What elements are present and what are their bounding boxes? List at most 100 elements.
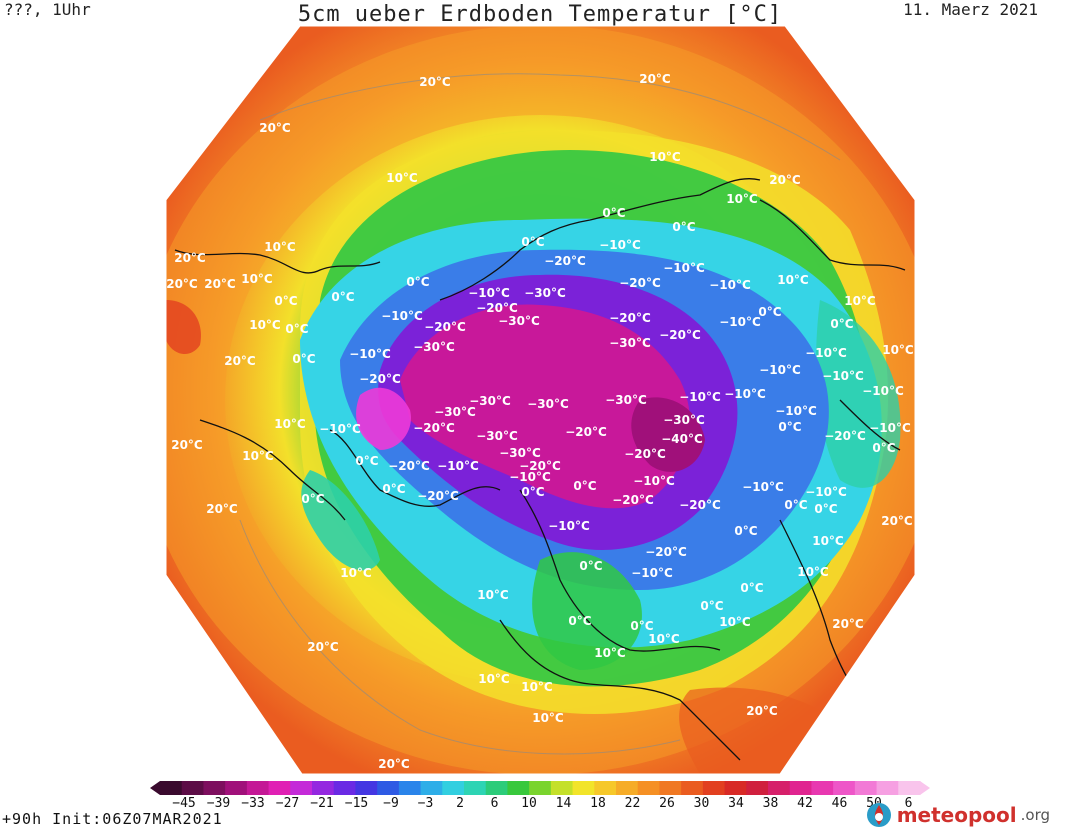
isotherm-label: 0°C	[355, 454, 378, 468]
isotherm-label: 10°C	[249, 318, 281, 332]
isotherm-label: −10°C	[719, 315, 761, 329]
scale-swatch	[637, 781, 660, 795]
isotherm-label: −10°C	[663, 261, 705, 275]
isotherm-label: 0°C	[301, 492, 324, 506]
scale-swatch	[160, 781, 183, 795]
isotherm-label: −10°C	[759, 363, 801, 377]
scale-svg	[150, 781, 930, 795]
isotherm-label: −10°C	[869, 421, 911, 435]
isotherm-label: −20°C	[824, 429, 866, 443]
scale-swatch	[420, 781, 443, 795]
isotherm-label: 20°C	[769, 173, 801, 187]
isotherm-label: −30°C	[609, 336, 651, 350]
scale-tick-label: 18	[590, 796, 606, 811]
isotherm-label: 10°C	[264, 240, 296, 254]
scale-tick-label: −27	[275, 796, 300, 811]
scale-tick-label: 46	[831, 796, 848, 811]
isotherm-label: −10°C	[319, 422, 361, 436]
isotherm-label: −30°C	[434, 405, 476, 419]
isotherm-label: −30°C	[605, 393, 647, 407]
map-title: 5cm ueber Erdboden Temperatur [°C]	[297, 2, 783, 27]
isotherm-label: −10°C	[805, 346, 847, 360]
isotherm-label: 0°C	[830, 317, 853, 331]
scale-tick-label: 34	[728, 796, 744, 811]
isotherm-label: 20°C	[832, 617, 864, 631]
scale-swatch	[203, 781, 226, 795]
color-scale-bar	[150, 780, 930, 795]
isotherm-label: 0°C	[630, 619, 653, 633]
scale-swatch	[681, 781, 704, 795]
isotherm-label: −10°C	[509, 470, 551, 484]
isotherm-label: −10°C	[862, 384, 904, 398]
scale-swatch	[181, 781, 204, 795]
isotherm-label: −30°C	[469, 394, 511, 408]
isotherm-label: 0°C	[740, 581, 763, 595]
scale-swatch	[876, 781, 899, 795]
isotherm-label: 20°C	[174, 251, 206, 265]
isotherm-label: 20°C	[639, 72, 671, 86]
isotherm-label: −40°C	[661, 432, 703, 446]
isotherm-label: 20°C	[166, 277, 198, 291]
isotherm-label: −10°C	[437, 459, 479, 473]
isotherm-label: −10°C	[742, 480, 784, 494]
scale-tick-label: 10	[521, 796, 537, 811]
scale-swatch	[724, 781, 747, 795]
isotherm-label: 10°C	[882, 343, 914, 357]
scale-tick-label: −45	[172, 796, 196, 811]
meteopool-logo[interactable]: meteopool .org	[865, 800, 1050, 830]
isotherm-label: −20°C	[659, 328, 701, 342]
isotherm-label: −30°C	[663, 413, 705, 427]
color-scale-labels: −45 −39 −33 −27 −21 −15 −9 −3 2 6 10 14 18 22 26 30 34 38…	[150, 796, 930, 812]
isotherm-label: −10°C	[805, 485, 847, 499]
scale-swatch	[572, 781, 595, 795]
isotherm-label: −20°C	[359, 372, 401, 386]
isotherm-label: −10°C	[724, 387, 766, 401]
isotherm-label: −20°C	[609, 311, 651, 325]
scale-tick-label: 6	[904, 796, 913, 811]
scale-swatch	[659, 781, 682, 795]
isotherm-label: 0°C	[406, 275, 429, 289]
extreme-cold-core	[400, 304, 690, 509]
isotherm-label: 10°C	[812, 534, 844, 548]
isotherm-label: 0°C	[579, 559, 602, 573]
scale-swatch	[333, 781, 356, 795]
scale-swatch	[768, 781, 791, 795]
isotherm-label: −20°C	[565, 425, 607, 439]
isotherm-label: −20°C	[519, 459, 561, 473]
scale-swatch	[702, 781, 726, 795]
scale-arrow-right	[920, 781, 930, 795]
scale-tick-label: 6	[490, 796, 499, 811]
isotherm-label: 10°C	[241, 272, 273, 286]
isotherm-label: 10°C	[649, 150, 681, 164]
scale-tick-label: −15	[344, 796, 369, 811]
meteopool-logo-icon	[866, 803, 891, 827]
isotherm-label: 10°C	[521, 680, 553, 694]
forecast-run-info: +90h Init:06Z07MAR2021	[2, 810, 223, 828]
isotherm-label: −30°C	[527, 397, 569, 411]
scale-swatch	[442, 781, 465, 795]
isotherm-label: −10°C	[599, 238, 641, 252]
isotherm-label: 20°C	[419, 75, 451, 89]
isotherm-label: −10°C	[709, 278, 751, 292]
isotherm-label: 10°C	[726, 192, 758, 206]
scale-swatch	[746, 781, 769, 795]
isotherm-label: −10°C	[548, 519, 590, 533]
isotherm-label: 10°C	[797, 565, 829, 579]
scale-tick-label: 42	[797, 796, 813, 811]
scale-swatch	[550, 781, 574, 795]
isotherm-label: 10°C	[648, 632, 680, 646]
isotherm-label: 20°C	[204, 277, 236, 291]
isotherm-label: −10°C	[633, 474, 675, 488]
isotherm-label: 10°C	[777, 273, 809, 287]
isotherm-label: −20°C	[679, 498, 721, 512]
scale-swatch	[811, 781, 834, 795]
isotherm-label: 0°C	[734, 524, 757, 538]
isotherm-label: −10°C	[775, 404, 817, 418]
scale-tick-label: −33	[241, 796, 265, 811]
scale-tick-label: 30	[693, 796, 710, 811]
isotherm-label: 0°C	[814, 502, 837, 516]
isotherm-label: 0°C	[331, 290, 354, 304]
scale-swatch	[268, 781, 291, 795]
scale-swatch	[833, 781, 856, 795]
